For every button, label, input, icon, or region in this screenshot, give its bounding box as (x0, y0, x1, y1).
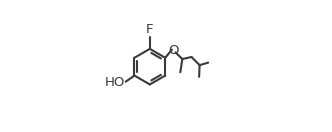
Text: F: F (146, 23, 154, 36)
Text: HO: HO (105, 76, 125, 89)
Text: O: O (168, 44, 179, 57)
